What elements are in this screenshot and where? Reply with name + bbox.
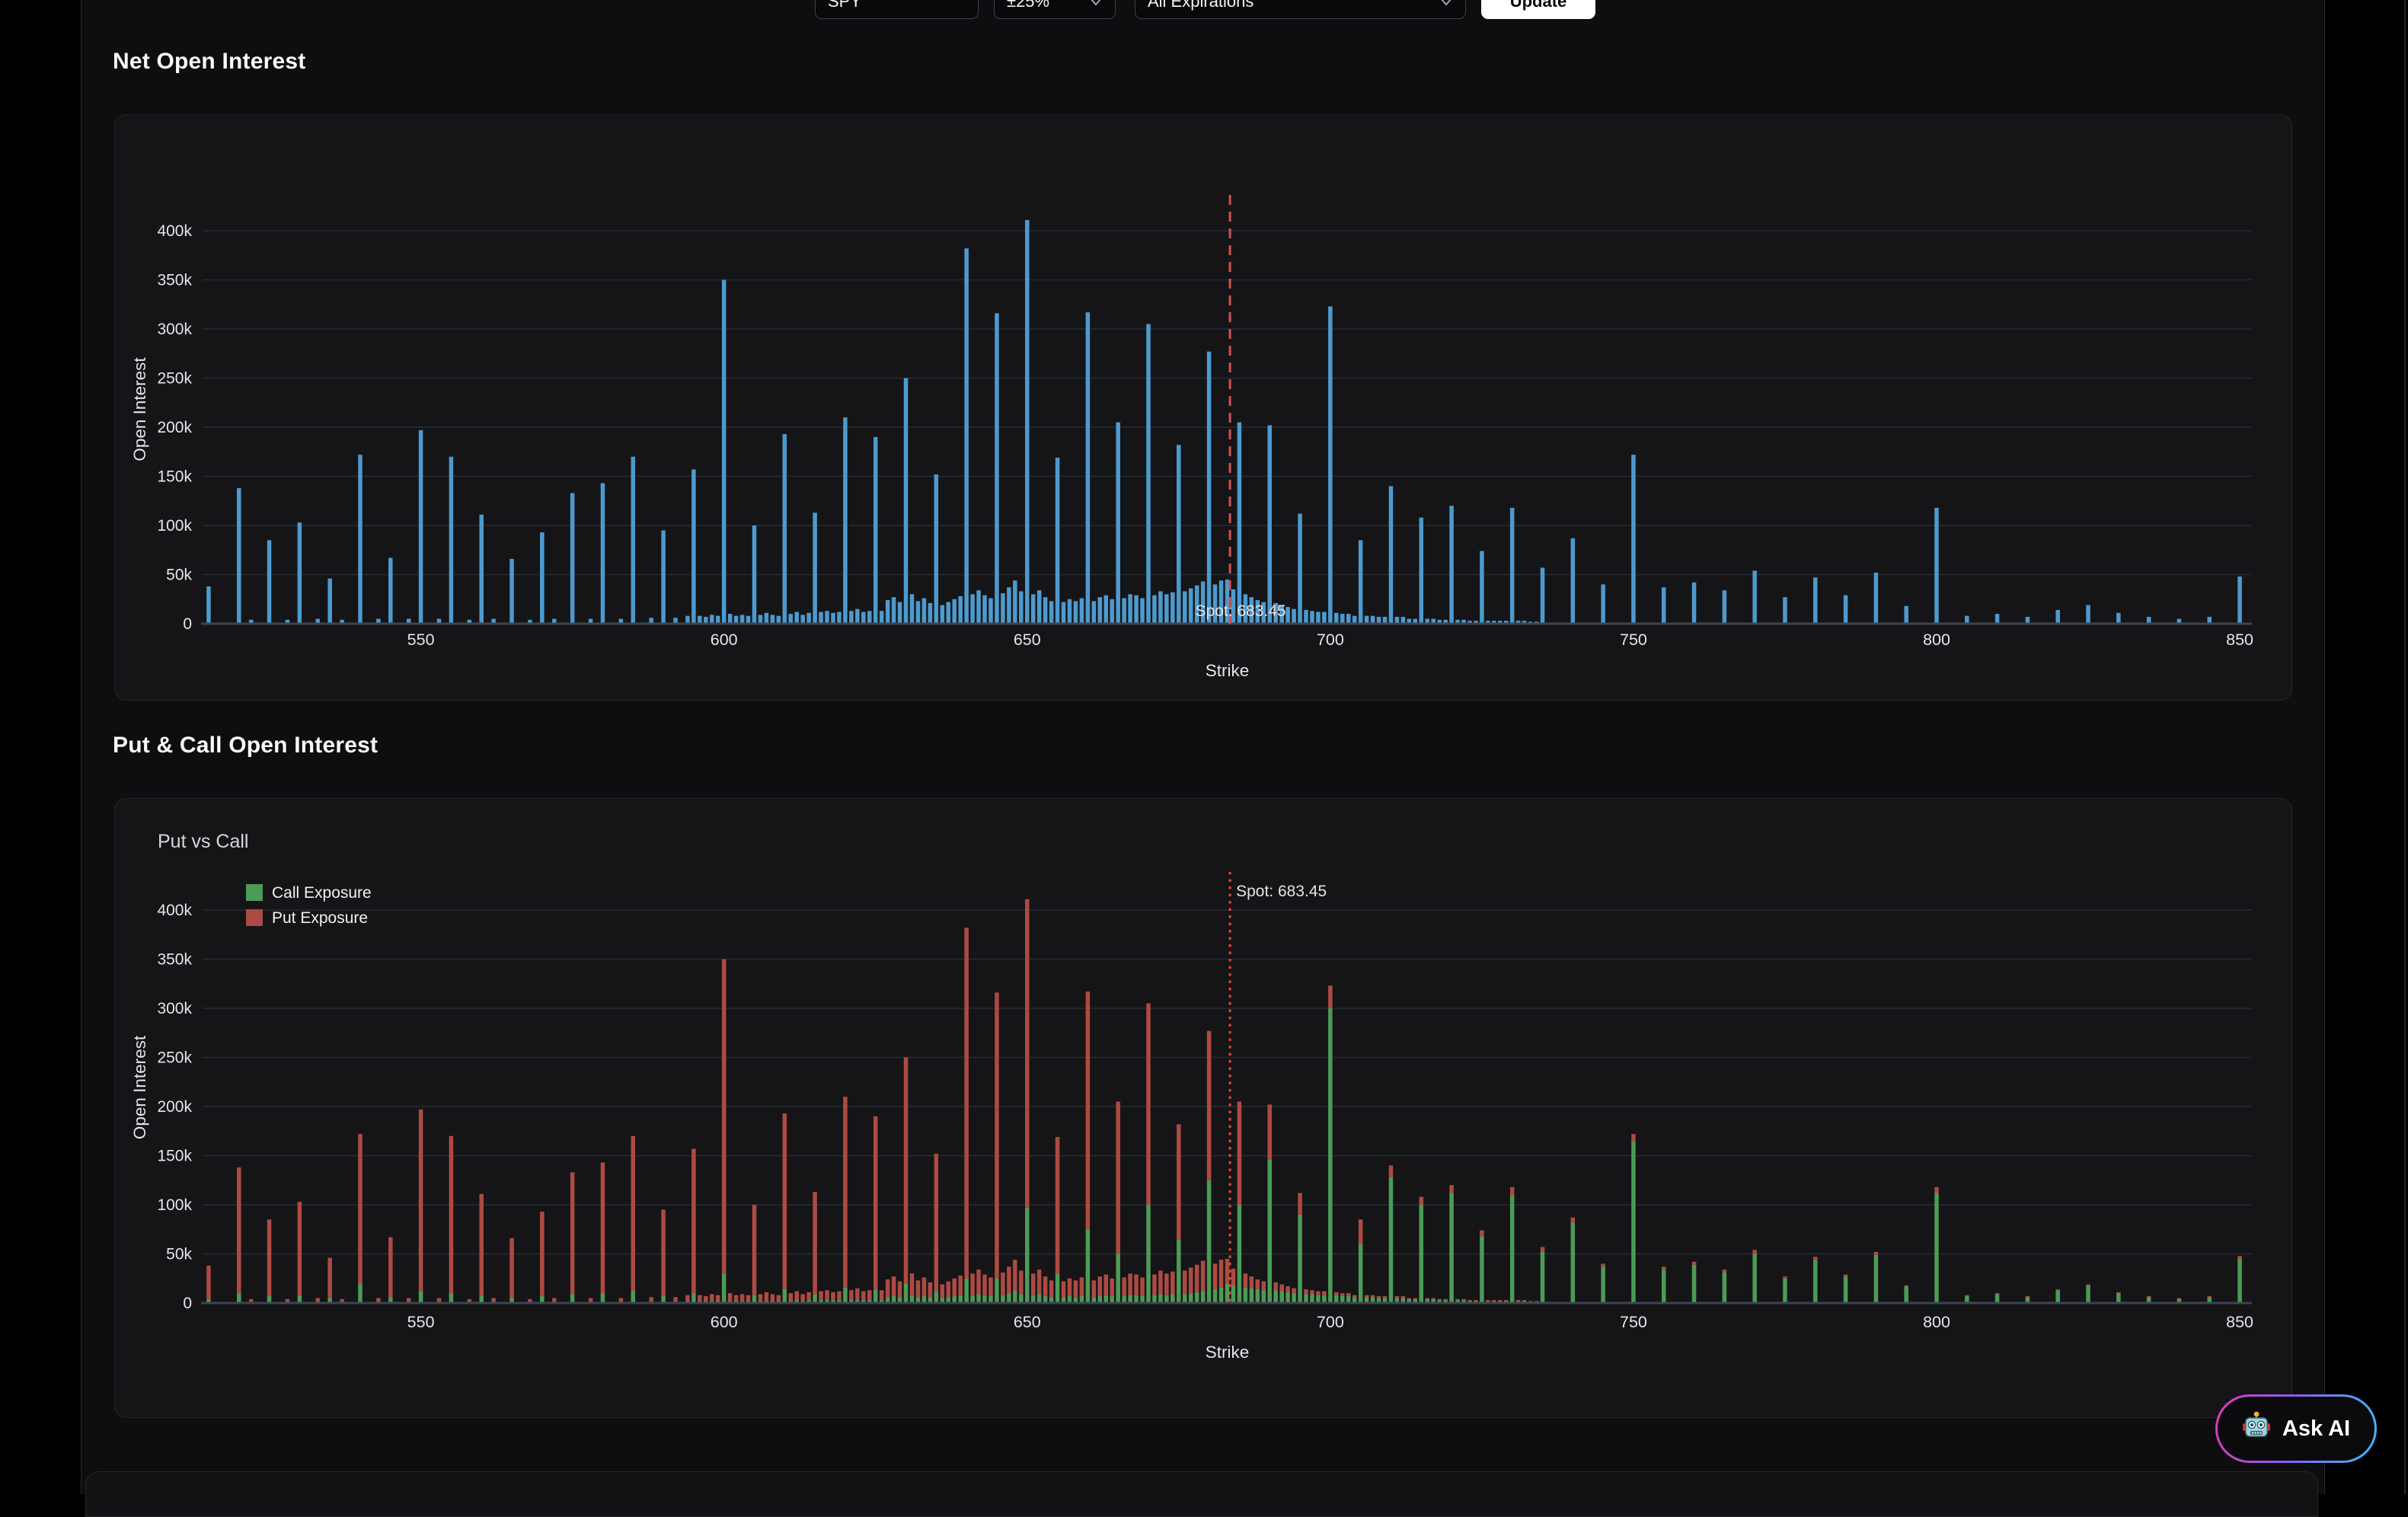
- svg-text:300k: 300k: [157, 321, 192, 338]
- svg-text:Put Exposure: Put Exposure: [272, 909, 368, 927]
- svg-text:50k: 50k: [166, 1246, 192, 1263]
- svg-text:800: 800: [1923, 631, 1950, 649]
- chevron-down-icon: [1078, 0, 1103, 6]
- svg-text:350k: 350k: [157, 951, 192, 969]
- svg-text:800: 800: [1923, 1313, 1950, 1331]
- ask-ai-label: Ask AI: [2282, 1416, 2351, 1441]
- net-open-interest-heading: Net Open Interest: [113, 49, 306, 74]
- window-right-edge: [2404, 0, 2406, 1494]
- svg-text:150k: 150k: [157, 468, 192, 486]
- svg-text:650: 650: [1014, 631, 1041, 649]
- svg-text:550: 550: [407, 631, 435, 649]
- svg-text:350k: 350k: [157, 272, 192, 289]
- svg-text:0: 0: [183, 615, 192, 633]
- net-open-interest-card: Spot: 683.45 0 50k 100k 150k 200k 250k 300k 350k…: [114, 114, 2292, 701]
- svg-text:750: 750: [1620, 1313, 1647, 1331]
- svg-text:Open Interest: Open Interest: [130, 357, 149, 461]
- svg-text:50k: 50k: [166, 567, 192, 584]
- svg-text:550: 550: [407, 1313, 435, 1331]
- svg-text:700: 700: [1317, 1313, 1344, 1331]
- svg-text:Call Exposure: Call Exposure: [272, 884, 372, 902]
- svg-text:400k: 400k: [157, 222, 192, 240]
- svg-text:200k: 200k: [157, 1098, 192, 1116]
- robot-icon: [2242, 1411, 2271, 1446]
- svg-text:150k: 150k: [157, 1148, 192, 1165]
- ask-ai-button[interactable]: Ask AI: [2215, 1394, 2377, 1463]
- svg-text:Spot: 683.45: Spot: 683.45: [1196, 602, 1286, 620]
- ticker-input[interactable]: SPY: [815, 0, 979, 19]
- svg-text:700: 700: [1317, 631, 1344, 649]
- expirations-value: All Expirations: [1148, 0, 1254, 11]
- svg-text:250k: 250k: [157, 1049, 192, 1067]
- range-select[interactable]: ±25%: [994, 0, 1116, 19]
- range-value: ±25%: [1007, 0, 1050, 11]
- svg-text:Strike: Strike: [1206, 661, 1250, 680]
- svg-text:750: 750: [1620, 631, 1647, 649]
- ticker-value: SPY: [828, 0, 862, 11]
- svg-text:600: 600: [711, 631, 738, 649]
- svg-text:650: 650: [1014, 1313, 1041, 1331]
- next-section-card: [85, 1471, 2318, 1517]
- svg-text:0: 0: [183, 1295, 192, 1312]
- svg-text:200k: 200k: [157, 419, 192, 436]
- svg-text:Put vs Call: Put vs Call: [158, 831, 248, 852]
- put-vs-call-chart[interactable]: Spot: 683.45 0 50k 100k 150k 200k 250k 300k 350k…: [115, 799, 2291, 1417]
- put-vs-call-card: Spot: 683.45 0 50k 100k 150k 200k 250k 300k 350k…: [114, 798, 2292, 1418]
- svg-text:250k: 250k: [157, 370, 192, 388]
- svg-text:400k: 400k: [157, 902, 192, 919]
- svg-text:850: 850: [2226, 1313, 2253, 1331]
- svg-text:600: 600: [711, 1313, 738, 1331]
- svg-text:Open Interest: Open Interest: [130, 1035, 149, 1139]
- update-button[interactable]: Update: [1481, 0, 1595, 19]
- svg-text:Spot: 683.45: Spot: 683.45: [1236, 883, 1327, 900]
- net-open-interest-chart[interactable]: Spot: 683.45 0 50k 100k 150k 200k 250k 300k 350k…: [115, 115, 2291, 700]
- svg-text:850: 850: [2226, 631, 2253, 649]
- svg-text:100k: 100k: [157, 1196, 192, 1214]
- chevron-down-icon: [1429, 0, 1453, 6]
- svg-text:Strike: Strike: [1206, 1343, 1250, 1362]
- put-call-heading: Put & Call Open Interest: [113, 733, 378, 758]
- svg-text:100k: 100k: [157, 517, 192, 535]
- svg-text:300k: 300k: [157, 1000, 192, 1017]
- expirations-select[interactable]: All Expirations: [1135, 0, 1466, 19]
